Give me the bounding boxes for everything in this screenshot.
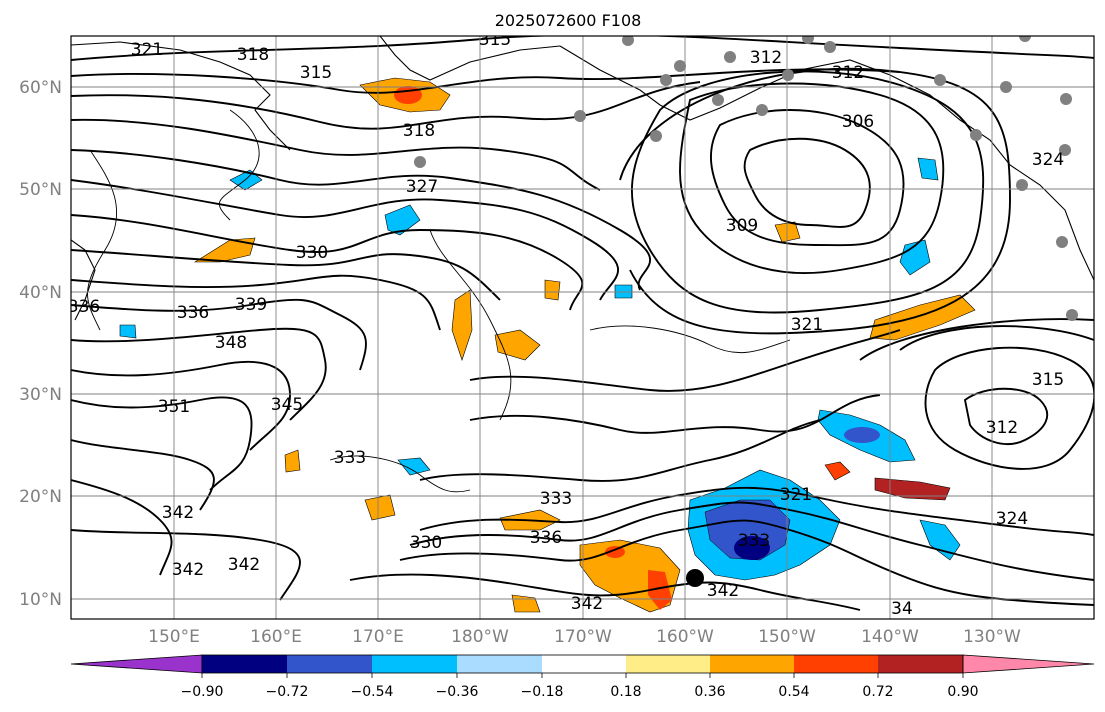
colorbar-labels: −0.90 −0.72 −0.54 −0.36 −0.18 0.18 0.36 …	[181, 684, 979, 700]
colorbar-tick-label: 0.72	[862, 684, 893, 700]
lat-label-40n: 40°N	[19, 283, 62, 303]
contour-label: 342	[228, 555, 260, 575]
contour-label: 345	[271, 395, 303, 415]
colorbar-bin	[626, 655, 710, 673]
colorbar-bin	[878, 655, 963, 673]
lon-label-150e: 150°E	[148, 627, 200, 647]
contour-label: 333	[540, 489, 572, 509]
colorbar-bin	[710, 655, 794, 673]
contour-label: 342	[162, 503, 194, 523]
colorbar-extend-high	[962, 654, 1095, 674]
contour-label: 339	[235, 295, 267, 315]
graticule	[71, 36, 1094, 619]
colorbar-tick-label: −0.72	[266, 684, 309, 700]
lat-label-60n: 60°N	[19, 78, 62, 98]
thin-contours	[87, 109, 791, 493]
lat-label-50n: 50°N	[19, 180, 62, 200]
contour-label-group: 321 318 315 315 312 312 306 324 318 327 …	[68, 30, 1064, 619]
contour-label: 321	[791, 315, 823, 335]
lon-label-140w: 140°W	[861, 627, 919, 647]
contour-label: 330	[296, 243, 328, 263]
colorbar-tick-label: −0.36	[436, 684, 479, 700]
colorbar: −0.90 −0.72 −0.54 −0.36 −0.18 0.18 0.36 …	[70, 654, 1095, 700]
storm-center-marker	[686, 569, 704, 587]
contour-label: 321	[131, 40, 163, 60]
colorbar-frame	[201, 654, 964, 674]
colorbar-bin	[542, 655, 626, 673]
colorbar-bin	[372, 655, 457, 673]
contour-label: 336	[177, 303, 209, 323]
lon-label-170w: 170°W	[554, 627, 612, 647]
colorbar-bin	[287, 655, 372, 673]
colorbar-tick-label: 0.54	[778, 684, 809, 700]
contour-label: 333	[738, 531, 770, 551]
lon-label-180w: 180°W	[451, 627, 509, 647]
lon-label-150w: 150°W	[758, 627, 816, 647]
contour-label: 348	[215, 333, 247, 353]
contour-lines	[71, 36, 1094, 611]
latitude-labels: 60°N 50°N 40°N 30°N 20°N 10°N	[19, 78, 62, 610]
longitude-labels: 150°E 160°E 170°E 180°W 170°W 160°W 150°…	[148, 627, 1021, 647]
contour-label: 315	[300, 63, 332, 83]
contour-label: 318	[237, 45, 269, 65]
lat-label-30n: 30°N	[19, 385, 62, 405]
lon-label-130w: 130°W	[963, 627, 1021, 647]
lat-label-10n: 10°N	[19, 590, 62, 610]
lon-label-160e: 160°E	[250, 627, 302, 647]
map-panel: 321 318 315 315 312 312 306 324 318 327 …	[19, 30, 1095, 647]
contour-label: 336	[68, 297, 100, 317]
colorbar-tick-label: −0.90	[181, 684, 224, 700]
lat-label-20n: 20°N	[19, 487, 62, 507]
contour-label: 34	[891, 599, 913, 619]
contour-label: 330	[410, 533, 442, 553]
colorbar-ticks	[201, 673, 964, 678]
contour-label: 318	[403, 121, 435, 141]
contour-label: 351	[158, 397, 190, 417]
contour-label: 315	[1032, 370, 1064, 390]
shaded-anomalies	[119, 77, 976, 613]
lon-label-160w: 160°W	[656, 627, 714, 647]
contour-label: 312	[986, 418, 1018, 438]
colorbar-tick-label: 0.18	[610, 684, 641, 700]
contour-label: 333	[334, 448, 366, 468]
contour-label: 315	[479, 30, 511, 50]
lon-label-170e: 170°E	[352, 627, 404, 647]
colorbar-bin	[457, 655, 542, 673]
contour-label: 327	[406, 177, 438, 197]
contour-label: 336	[530, 528, 562, 548]
contour-label: 312	[832, 63, 864, 83]
contour-label: 312	[750, 48, 782, 68]
colorbar-tick-label: 0.90	[947, 684, 978, 700]
contour-label: 306	[842, 112, 874, 132]
map-frame	[70, 35, 1095, 620]
contour-label: 324	[1032, 150, 1064, 170]
colorbar-tick-label: 0.36	[694, 684, 725, 700]
contour-label: 324	[996, 509, 1028, 529]
colorbar-bin	[202, 655, 287, 673]
contour-label: 342	[707, 581, 739, 601]
contour-label: 309	[726, 216, 758, 236]
contour-label: 342	[571, 594, 603, 614]
contour-label: 342	[172, 560, 204, 580]
contour-label: 321	[780, 485, 812, 505]
station-markers	[414, 36, 1078, 321]
colorbar-tick-label: −0.18	[521, 684, 564, 700]
colorbar-bin	[794, 655, 878, 673]
colorbar-extend-low	[70, 654, 203, 674]
chart-title: 2025072600 F108	[495, 11, 642, 30]
colorbar-tick-label: −0.54	[351, 684, 394, 700]
